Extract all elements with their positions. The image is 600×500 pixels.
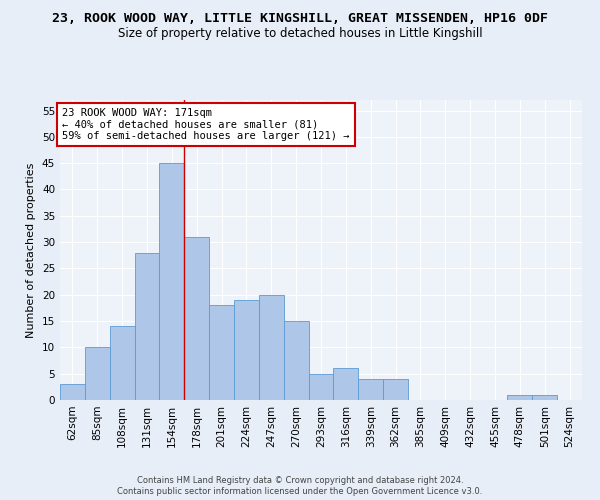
Text: Contains HM Land Registry data © Crown copyright and database right 2024.: Contains HM Land Registry data © Crown c…	[137, 476, 463, 485]
Bar	[60, 384, 85, 400]
Bar	[259, 294, 284, 400]
Text: Size of property relative to detached houses in Little Kingshill: Size of property relative to detached ho…	[118, 28, 482, 40]
Text: 23, ROOK WOOD WAY, LITTLE KINGSHILL, GREAT MISSENDEN, HP16 0DF: 23, ROOK WOOD WAY, LITTLE KINGSHILL, GRE…	[52, 12, 548, 26]
Bar	[334, 368, 358, 400]
Bar	[110, 326, 134, 400]
Bar	[358, 379, 383, 400]
Bar	[134, 252, 160, 400]
Text: Contains public sector information licensed under the Open Government Licence v3: Contains public sector information licen…	[118, 487, 482, 496]
Bar	[160, 163, 184, 400]
Bar	[209, 306, 234, 400]
Text: 23 ROOK WOOD WAY: 171sqm
← 40% of detached houses are smaller (81)
59% of semi-d: 23 ROOK WOOD WAY: 171sqm ← 40% of detach…	[62, 108, 350, 141]
Bar	[308, 374, 334, 400]
Bar	[508, 394, 532, 400]
Bar	[532, 394, 557, 400]
Bar	[383, 379, 408, 400]
Bar	[184, 237, 209, 400]
Bar	[234, 300, 259, 400]
Y-axis label: Number of detached properties: Number of detached properties	[26, 162, 37, 338]
Bar	[85, 348, 110, 400]
Bar	[284, 321, 308, 400]
